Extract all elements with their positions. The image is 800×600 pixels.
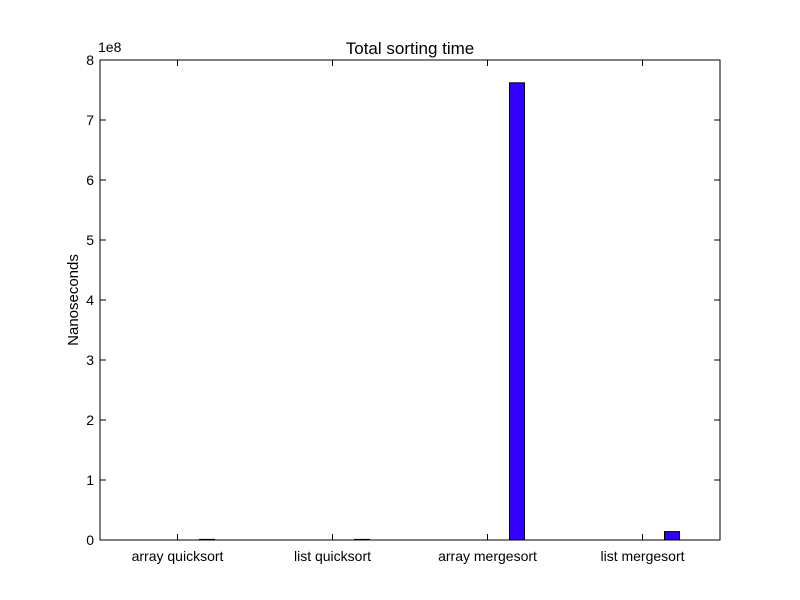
x-tick-label: list quicksort xyxy=(294,548,371,564)
y-axis-label: Nanoseconds xyxy=(65,254,82,346)
chart-title: Total sorting time xyxy=(346,39,475,58)
x-tick-label: list mergesort xyxy=(600,548,684,564)
plot-frame xyxy=(99,59,721,541)
y-tick-label: 5 xyxy=(86,232,94,248)
y-tick-label: 0 xyxy=(86,532,94,548)
y-tick-label: 7 xyxy=(86,112,94,128)
x-tick-label: array mergesort xyxy=(438,548,537,564)
bar xyxy=(664,531,680,541)
y-scale-label: 1e8 xyxy=(98,39,122,55)
y-tick-label: 8 xyxy=(86,52,94,68)
bar xyxy=(509,82,525,541)
y-tick-label: 4 xyxy=(86,292,94,308)
y-tick-label: 3 xyxy=(86,352,94,368)
y-tick-label: 6 xyxy=(86,172,94,188)
y-tick-label: 2 xyxy=(86,412,94,428)
bar-layer xyxy=(199,82,680,541)
y-tick-label: 1 xyxy=(86,472,94,488)
tick-layer: 0 1 2 3 4 5 6 7 8 xyxy=(86,52,720,548)
x-tick-label: array quicksort xyxy=(132,548,224,564)
x-tick-label-layer: array quicksort list quicksort array merge… xyxy=(132,548,685,564)
